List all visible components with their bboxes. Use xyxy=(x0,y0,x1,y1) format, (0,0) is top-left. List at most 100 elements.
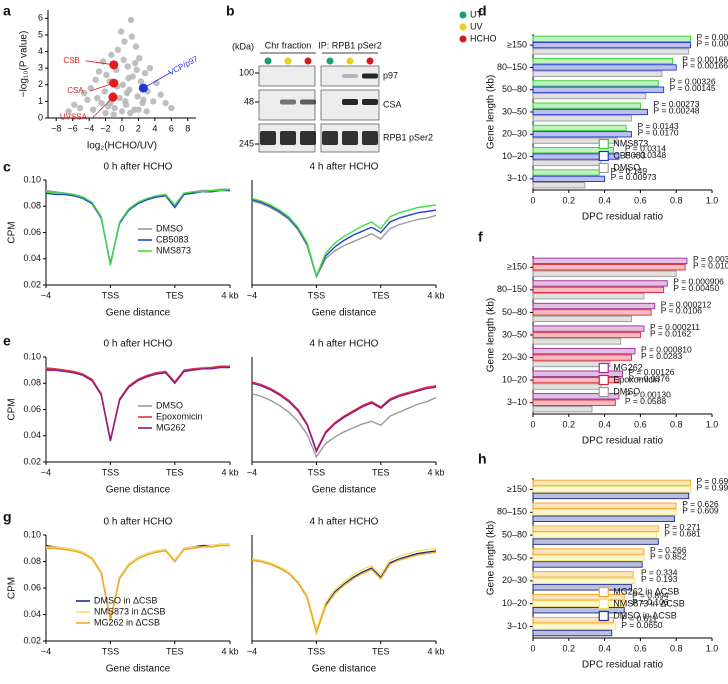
point xyxy=(110,111,117,118)
x-tick-label: 4 kb xyxy=(221,646,238,656)
point xyxy=(116,94,123,102)
x-axis-label: DPC residual ratio xyxy=(582,212,664,223)
y-tick-label: 3–10 xyxy=(507,397,527,407)
panel-letter: g xyxy=(3,509,12,525)
point xyxy=(127,16,135,24)
bar xyxy=(532,137,618,144)
x-axis-label: log₂(HCHO/UV) xyxy=(87,141,157,152)
y-tick-label: 0.10 xyxy=(23,174,41,184)
subplot-title: 4 h after HCHO xyxy=(310,339,379,350)
lane-dot xyxy=(366,57,374,65)
bar xyxy=(532,257,688,265)
subplot-title: 0 h after HCHO xyxy=(104,339,173,350)
p-value: P = 0.0162 xyxy=(650,328,691,338)
y-tick-label: 3–10 xyxy=(507,621,527,631)
legend-label: NMS873 in ΔCSB xyxy=(613,598,685,608)
panel-letter: h xyxy=(478,451,487,467)
x-tick-label: TSS xyxy=(308,646,326,656)
y-tick-label: ≥150 xyxy=(507,262,527,272)
bar xyxy=(532,538,659,545)
x-axis-label: Gene distance xyxy=(106,308,171,319)
bar xyxy=(532,108,649,116)
bar xyxy=(532,616,615,624)
bar xyxy=(532,338,622,345)
blot-band xyxy=(280,99,296,105)
y-tick-label: 6 xyxy=(38,13,43,23)
p-value: P = 0.00126 xyxy=(629,367,675,377)
blot-label: CSA xyxy=(383,99,402,109)
p-value: P = 0.000212 xyxy=(661,299,712,309)
bar xyxy=(532,80,659,87)
y-tick-label: 0.08 xyxy=(23,378,41,388)
x-tick-label: TSS xyxy=(102,646,120,656)
legend-label: HCHO xyxy=(470,33,497,43)
bar xyxy=(532,600,627,607)
bar xyxy=(532,561,643,568)
x-axis-label: Gene distance xyxy=(106,664,171,675)
blot-header: Chr fraction xyxy=(265,40,312,50)
point xyxy=(117,28,125,35)
x-tick-label: −4 xyxy=(84,123,94,133)
point xyxy=(122,98,129,105)
bar xyxy=(532,492,690,500)
highlight-label: CSB xyxy=(63,56,79,65)
y-tick-label: 2 xyxy=(38,79,43,89)
bar xyxy=(532,286,665,294)
series-line xyxy=(251,550,437,635)
y-tick-label: 0.06 xyxy=(23,404,41,414)
p-value: P = 0.0283 xyxy=(641,351,682,361)
bar xyxy=(532,315,632,323)
x-tick-label: TES xyxy=(372,646,390,656)
p-value: P = 0.00117 xyxy=(697,32,728,42)
p-value: P = 0.0650 xyxy=(621,620,662,630)
x-tick-label: 4 kb xyxy=(221,467,238,477)
bar xyxy=(532,629,613,637)
point xyxy=(114,46,122,54)
point xyxy=(140,96,147,103)
point xyxy=(95,68,103,75)
blot-band xyxy=(322,131,338,145)
bar xyxy=(532,370,623,377)
kda-label: (kDa) xyxy=(232,41,254,51)
x-tick-label: TES xyxy=(372,290,390,300)
point xyxy=(162,99,169,107)
panel-letter: d xyxy=(478,3,487,19)
bar xyxy=(532,115,632,122)
x-tick-label: 0.4 xyxy=(598,419,611,429)
p-value: P = 0.334 xyxy=(641,568,678,578)
p-value: P = 0.00248 xyxy=(654,105,700,115)
bar xyxy=(532,502,677,509)
legend-label: DMSO xyxy=(156,223,183,233)
bar xyxy=(532,376,620,384)
bar xyxy=(532,280,668,287)
x-tick-label: 0.2 xyxy=(563,195,576,205)
bar xyxy=(532,571,634,578)
point xyxy=(120,56,127,64)
y-tick-label: 3–10 xyxy=(507,173,527,183)
bar xyxy=(532,64,677,71)
point xyxy=(87,84,94,92)
legend-label: DMSO xyxy=(156,400,183,410)
bar xyxy=(532,175,606,182)
bar xyxy=(532,607,625,614)
y-tick-label: 0.04 xyxy=(23,609,41,619)
y-tick-label: 0.06 xyxy=(23,227,41,237)
subplot-title: 0 h after HCHO xyxy=(104,517,173,528)
blot-strip xyxy=(258,89,316,121)
highlight-label: UVSSA xyxy=(60,112,88,121)
y-tick-label: 80–150 xyxy=(497,62,527,72)
p-value: P = 0.0348 xyxy=(625,150,666,160)
bar xyxy=(532,486,691,493)
highlight-label: VCP/p97 xyxy=(167,54,200,77)
bar xyxy=(532,159,602,167)
highlight-point xyxy=(109,78,119,88)
bar xyxy=(532,347,636,355)
x-tick-label: TSS xyxy=(308,290,326,300)
p-value: P = 0.00450 xyxy=(673,283,719,293)
p-value: P = 0.193 xyxy=(641,574,678,584)
x-tick-label: 0.2 xyxy=(563,643,576,653)
p-value: P = 0.000810 xyxy=(641,344,692,354)
point xyxy=(143,108,150,115)
blot-band xyxy=(342,74,358,78)
blot-label: p97 xyxy=(383,70,398,80)
